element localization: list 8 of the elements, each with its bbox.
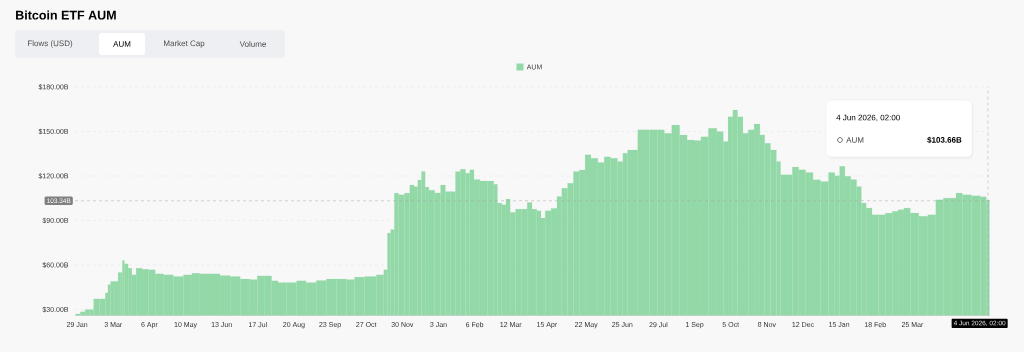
chart-title: Bitcoin ETF AUM (16, 10, 116, 20)
annotation: $103.66B (927, 136, 962, 144)
text: Flows (USD) (28, 40, 73, 48)
text: AUM (113, 41, 131, 47)
text: Market Cap (164, 40, 205, 48)
annotation: 4 Jun 2026, 02:00 (836, 114, 900, 122)
text: Volume (239, 41, 266, 47)
text: AUM (846, 137, 864, 143)
